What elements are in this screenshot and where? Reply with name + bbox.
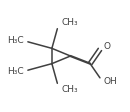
Text: OH: OH [104, 77, 118, 86]
Text: CH₃: CH₃ [62, 85, 78, 94]
Text: O: O [104, 42, 111, 51]
Text: CH₃: CH₃ [62, 18, 78, 27]
Text: H₃C: H₃C [7, 36, 24, 45]
Text: H₃C: H₃C [7, 67, 24, 76]
